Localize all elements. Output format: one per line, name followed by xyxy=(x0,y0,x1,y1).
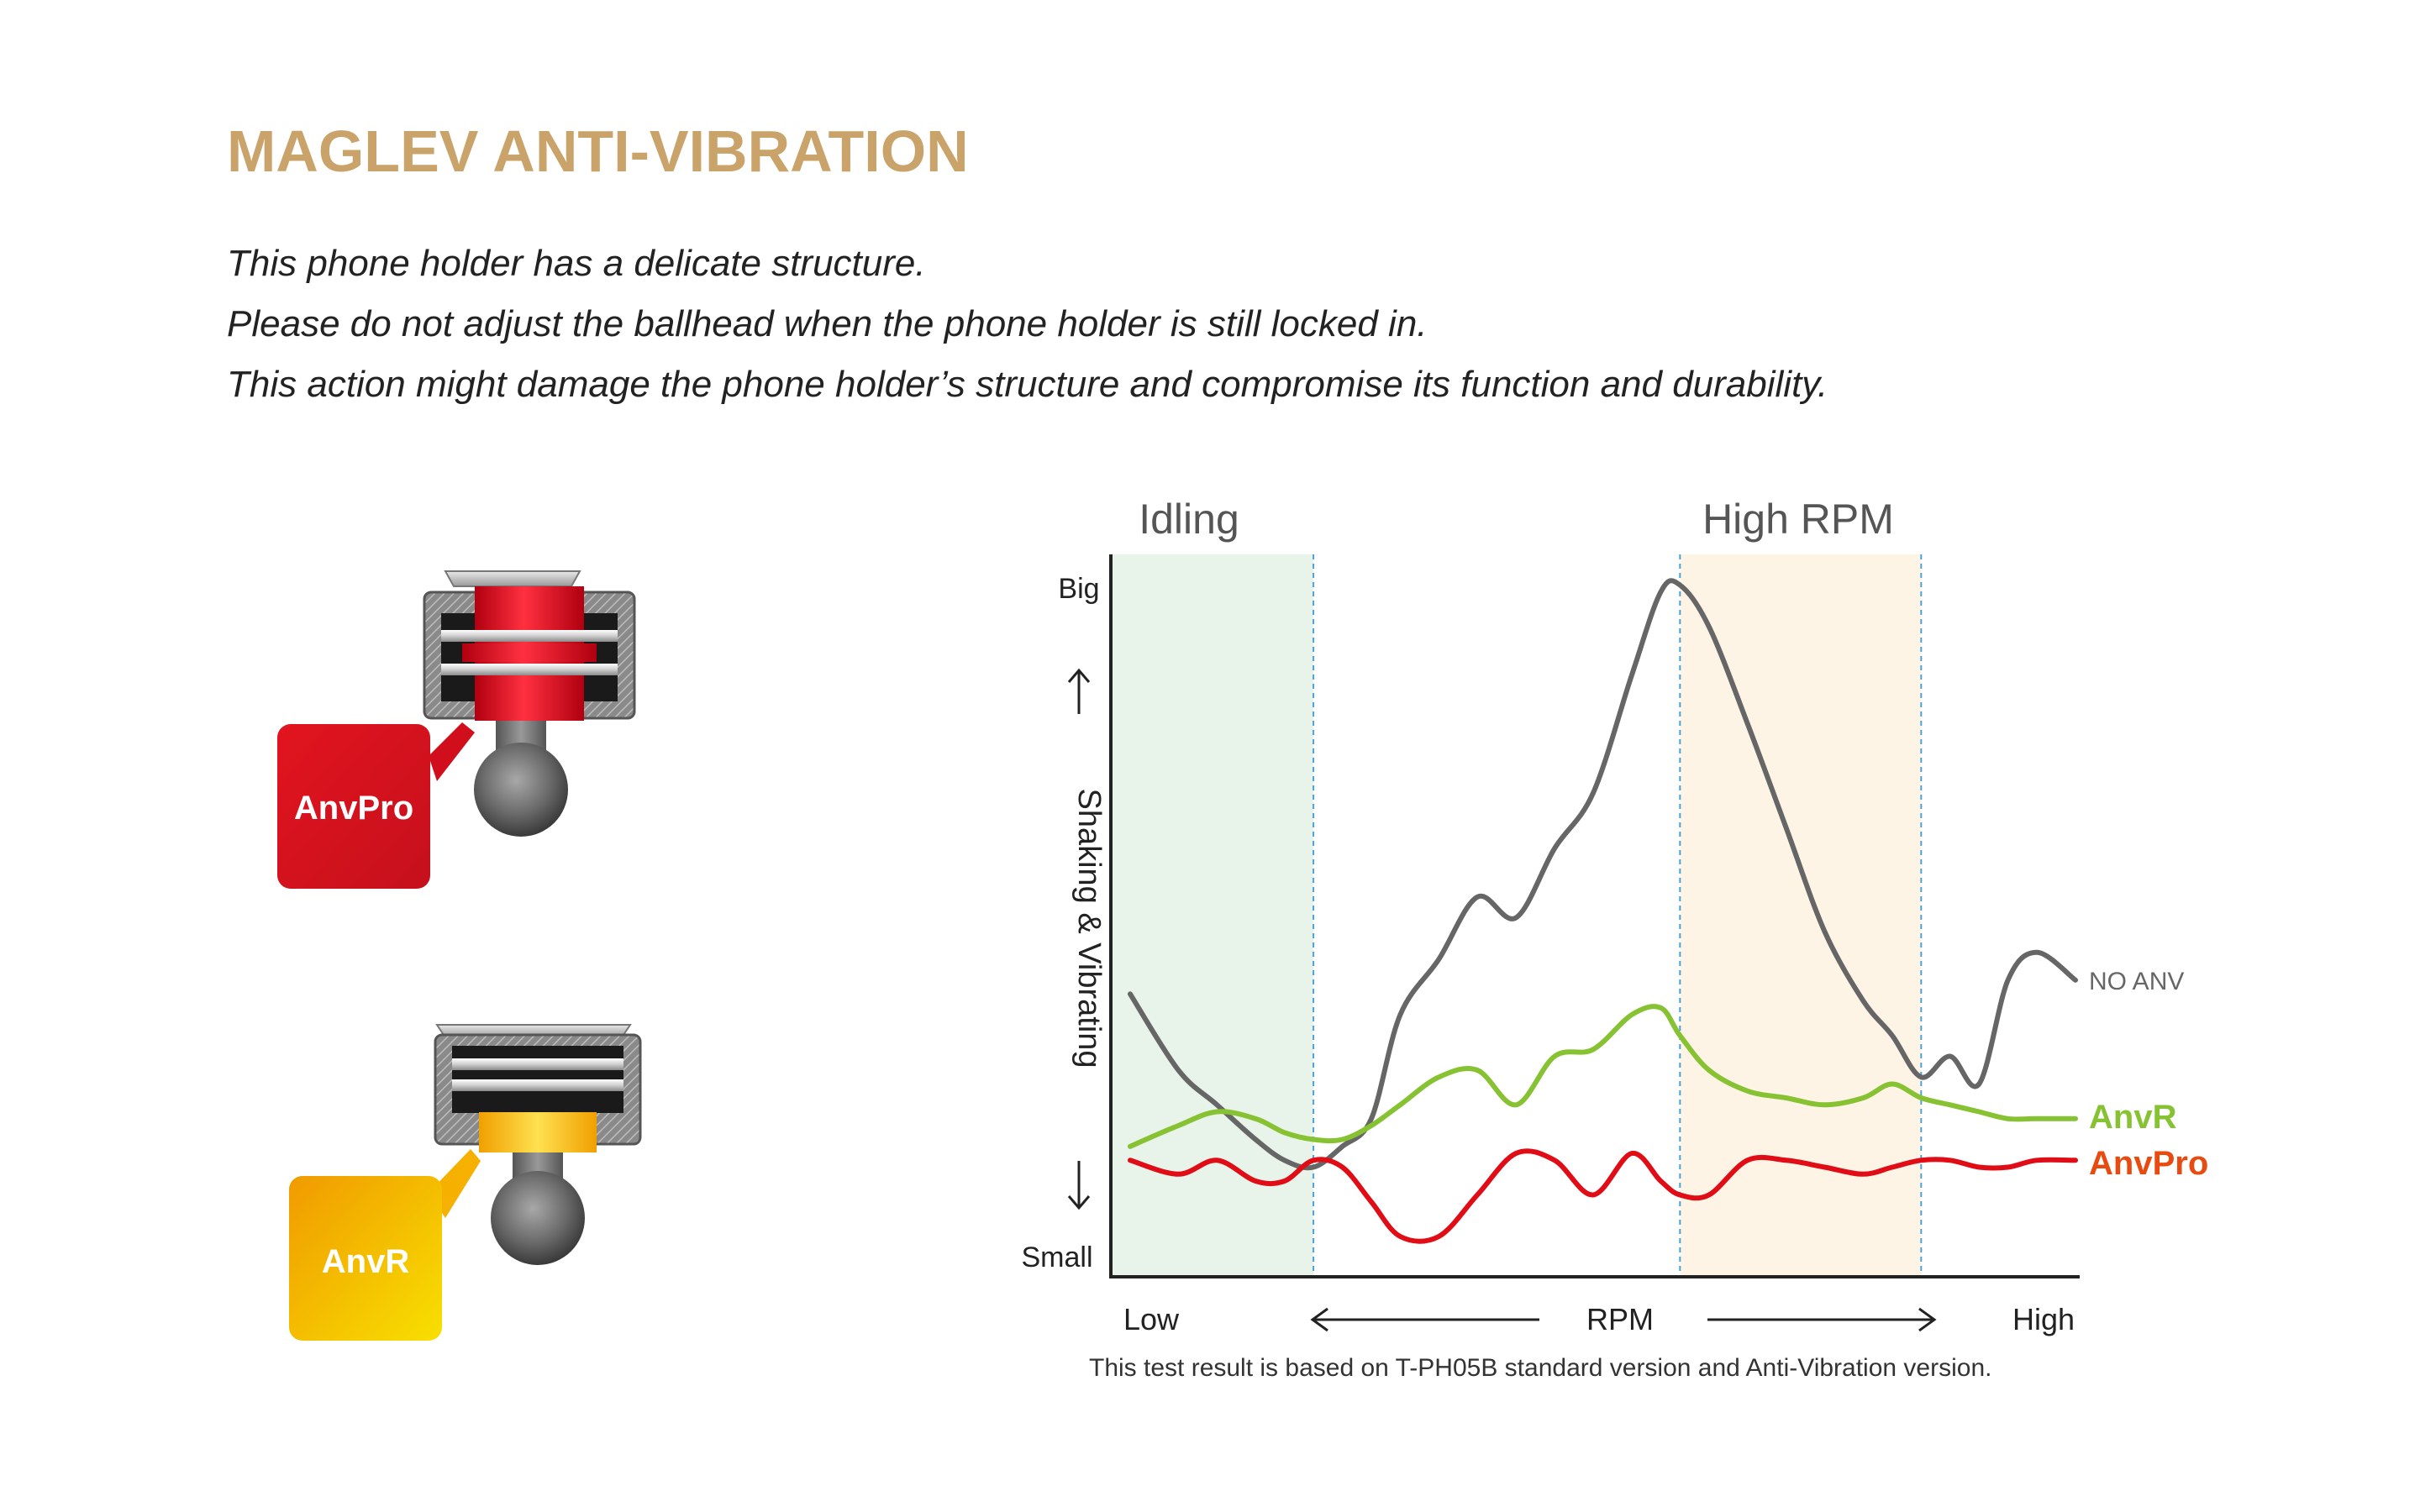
region-label-idling: Idling xyxy=(1139,496,1239,543)
chart-footnote: This test result is based on T-PH05B sta… xyxy=(1089,1354,1992,1382)
vibration-chart: Big Small Shaking & Vibrating Low High R… xyxy=(983,470,2294,1411)
x-arrow-right-icon xyxy=(1707,1307,1937,1332)
description-line-1: This phone holder has a delicate structu… xyxy=(227,243,926,284)
region-label-high-rpm: High RPM xyxy=(1702,496,1894,543)
page-title: MAGLEV ANTI-VIBRATION xyxy=(227,118,969,184)
chart-series xyxy=(1128,578,2078,1244)
anvpro-callout: AnvPro xyxy=(277,722,475,889)
series-line-no-anv xyxy=(1128,578,2078,1171)
y-tick-small: Small xyxy=(1021,1242,1092,1273)
region-band-0 xyxy=(1111,554,1314,1277)
y-arrow-up-icon xyxy=(1067,668,1091,714)
y-arrow-down-icon xyxy=(1067,1161,1091,1210)
region-band-1 xyxy=(1680,554,1922,1277)
series-label-no-anv: NO ANV xyxy=(2089,968,2184,995)
holder-illustrations: AnvPro AnvR xyxy=(252,538,706,1394)
anvpro-holder-illustration xyxy=(423,570,636,837)
chart-regions xyxy=(1111,554,1923,1277)
series-line-anvr xyxy=(1128,1004,2078,1149)
anvr-holder-illustration xyxy=(434,1024,642,1265)
anvpro-callout-label: AnvPro xyxy=(294,790,413,827)
anvr-callout: AnvR xyxy=(289,1149,481,1341)
x-tick-high: High xyxy=(2012,1302,2075,1336)
description-line-2: Please do not adjust the ballhead when t… xyxy=(227,303,1428,344)
description: This phone holder has a delicate structu… xyxy=(227,234,1828,415)
series-label-anvpro: AnvPro xyxy=(2089,1145,2208,1182)
y-tick-big: Big xyxy=(1058,573,1099,605)
x-axis-label: RPM xyxy=(1586,1302,1654,1336)
anvr-callout-label: AnvR xyxy=(322,1243,410,1280)
x-arrow-left-icon xyxy=(1310,1307,1539,1332)
description-line-3: This action might damage the phone holde… xyxy=(227,364,1828,405)
x-tick-low: Low xyxy=(1123,1302,1180,1336)
series-line-anvpro xyxy=(1128,1148,2078,1244)
series-label-anvr: AnvR xyxy=(2089,1099,2177,1136)
y-axis-label: Shaking & Vibrating xyxy=(1071,788,1107,1068)
